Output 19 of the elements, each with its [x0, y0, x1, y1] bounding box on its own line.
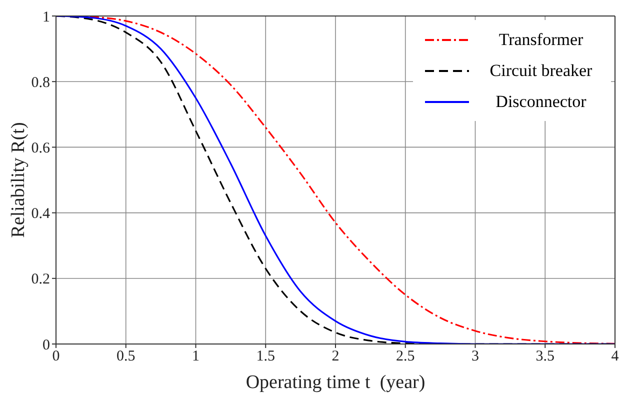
- x-tick-label: 3: [472, 348, 479, 365]
- y-tick-label: 0.4: [31, 206, 50, 222]
- x-axis-title: Operating time t (year): [246, 372, 426, 393]
- x-tick-label: 0.5: [116, 348, 136, 365]
- legend-label: Circuit breaker: [488, 60, 594, 80]
- x-tick-label: 2.5: [396, 348, 415, 365]
- y-tick-label: 0.6: [31, 140, 50, 157]
- y-tick-label: 0.8: [31, 74, 50, 91]
- y-tick-label: 1: [42, 9, 50, 26]
- x-tick-label: 1: [192, 348, 200, 365]
- legend-label: Disconnector: [494, 92, 588, 112]
- x-tick-label: 3.5: [536, 348, 554, 365]
- x-tick-label: 1.5: [256, 348, 275, 365]
- y-axis-title: Reliability R(t): [8, 122, 29, 238]
- x-tick-label: 4: [611, 348, 620, 365]
- legend-label: Transformer: [498, 30, 584, 50]
- y-tick-label: 0.2: [31, 272, 50, 288]
- x-tick-label: 2: [332, 348, 340, 365]
- y-tick-label: 0: [42, 337, 50, 354]
